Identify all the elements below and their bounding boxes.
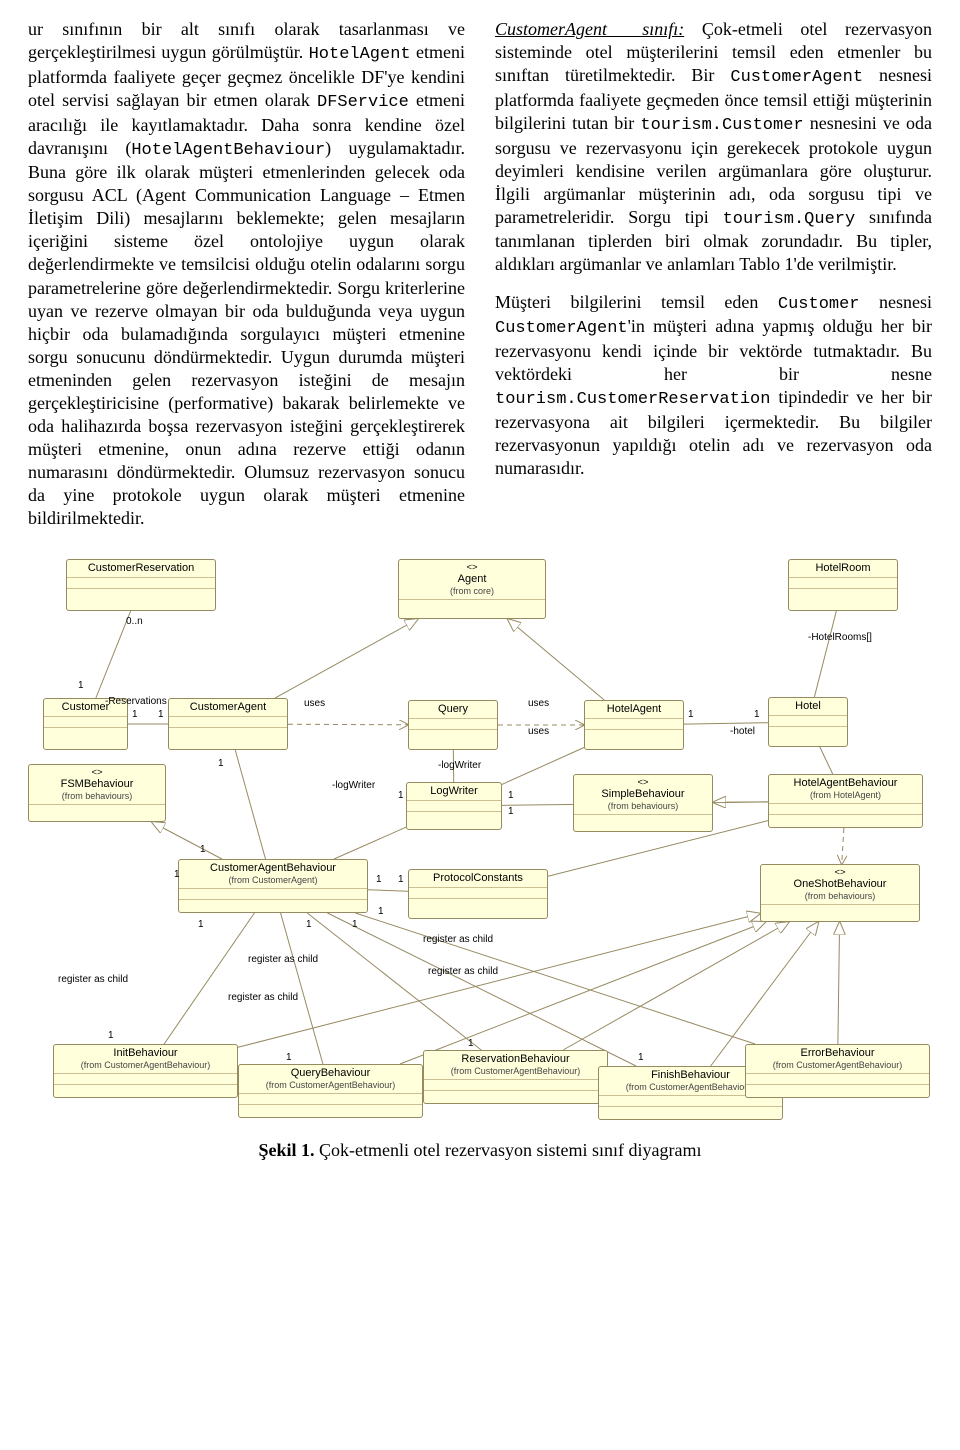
uml-class-CustomerAgent: CustomerAgent bbox=[168, 698, 288, 750]
uml-class-SimpleBehaviour: <>SimpleBehaviour(from behaviours) bbox=[573, 774, 713, 832]
uml-edge-label: 1 bbox=[508, 806, 514, 817]
uml-edge-label: 1 bbox=[468, 1038, 474, 1049]
uml-edge-label: 1 bbox=[200, 844, 206, 855]
uml-class-CustomerAgentBehaviour: CustomerAgentBehaviour(from CustomerAgen… bbox=[178, 859, 368, 913]
uml-class-CustomerReservation: CustomerReservation bbox=[66, 559, 216, 611]
left-paragraph: ur sınıfının bir alt sınıfı olarak tasar… bbox=[28, 18, 465, 530]
uml-class-LogWriter: LogWriter bbox=[406, 782, 502, 830]
uml-edge-label: uses bbox=[528, 698, 549, 709]
uml-edge-label: -Reservations bbox=[105, 696, 167, 707]
uml-edge-label: 1 bbox=[306, 919, 312, 930]
uml-edge-label: 1 bbox=[78, 680, 84, 691]
uml-class-ErrorBehaviour: ErrorBehaviour(from CustomerAgentBehavio… bbox=[745, 1044, 930, 1098]
uml-edge-label: 1 bbox=[376, 874, 382, 885]
uml-class-ProtocolConstants: ProtocolConstants bbox=[408, 869, 548, 919]
uml-edge-label: register as child bbox=[248, 954, 318, 965]
uml-edge-label: 1 bbox=[398, 790, 404, 801]
uml-class-ReservationBehaviour: ReservationBehaviour(from CustomerAgentB… bbox=[423, 1050, 608, 1104]
uml-class-diagram: CustomerReservation <>Agent(from core) Hot… bbox=[28, 554, 932, 1134]
uml-edge-label: 1 bbox=[688, 709, 694, 720]
uml-edge-label: register as child bbox=[428, 966, 498, 977]
uml-edge-label: 1 bbox=[352, 919, 358, 930]
uml-edge-label: register as child bbox=[58, 974, 128, 985]
uml-edge-label: -logWriter bbox=[438, 760, 481, 771]
right-paragraph-1: CustomerAgent sınıfı: Çok-etmeli otel re… bbox=[495, 18, 932, 277]
uml-edge-label: 1 bbox=[286, 1052, 292, 1063]
uml-edge-label: uses bbox=[304, 698, 325, 709]
uml-edge-label: 1 bbox=[132, 709, 138, 720]
uml-edge-label: 1 bbox=[378, 906, 384, 917]
uml-edge-label: 1 bbox=[158, 709, 164, 720]
uml-class-InitBehaviour: InitBehaviour(from CustomerAgentBehaviou… bbox=[53, 1044, 238, 1098]
uml-class-Agent: <>Agent(from core) bbox=[398, 559, 546, 619]
uml-class-Hotel: Hotel bbox=[768, 697, 848, 747]
uml-edge-label: 0..n bbox=[126, 616, 143, 627]
uml-class-FSMBehaviour: <>FSMBehaviour(from behaviours) bbox=[28, 764, 166, 822]
right-paragraph-2: Müşteri bilgilerini temsil eden Customer… bbox=[495, 291, 932, 480]
uml-class-HotelAgent: HotelAgent bbox=[584, 700, 684, 750]
uml-edge-label: 1 bbox=[398, 874, 404, 885]
uml-edge-label: uses bbox=[528, 726, 549, 737]
uml-edge-label: 1 bbox=[638, 1052, 644, 1063]
uml-edge-label: register as child bbox=[228, 992, 298, 1003]
uml-edge-label: -HotelRooms[] bbox=[808, 632, 872, 643]
uml-edge-label: 1 bbox=[108, 1030, 114, 1041]
uml-edge-label: 1 bbox=[754, 709, 760, 720]
uml-class-HotelAgentBehaviour: HotelAgentBehaviour(from HotelAgent) bbox=[768, 774, 923, 828]
uml-edge-label: 1 bbox=[508, 790, 514, 801]
uml-edge-label: register as child bbox=[423, 934, 493, 945]
uml-class-OneShotBehaviour: <>OneShotBehaviour(from behaviours) bbox=[760, 864, 920, 922]
uml-edge-label: -hotel bbox=[730, 726, 755, 737]
uml-class-QueryBehaviour: QueryBehaviour(from CustomerAgentBehavio… bbox=[238, 1064, 423, 1118]
uml-class-HotelRoom: HotelRoom bbox=[788, 559, 898, 611]
uml-edge-label: -logWriter bbox=[332, 780, 375, 791]
uml-edge-label: 1 bbox=[198, 919, 204, 930]
uml-edge-label: 1 bbox=[218, 758, 224, 769]
figure-caption: Şekil 1. Çok-etmenli otel rezervasyon si… bbox=[28, 1140, 932, 1161]
uml-edge-label: 1 bbox=[174, 869, 180, 880]
uml-class-Query: Query bbox=[408, 700, 498, 750]
